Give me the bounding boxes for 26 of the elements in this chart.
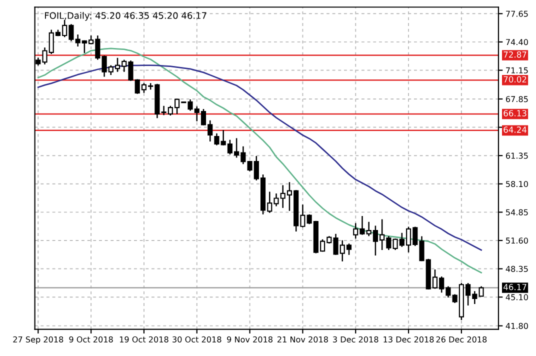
x-tick-label: 21 Nov 2018	[278, 336, 328, 342]
y-tick-label: 45.10	[506, 294, 528, 300]
x-tick-label: 9 Oct 2018	[69, 336, 113, 342]
y-tick-label: 77.65	[506, 10, 528, 17]
y-tick-label: 61.35	[506, 152, 528, 159]
y-tick-label: 54.85	[506, 209, 528, 216]
x-tick-label: 3 Dec 2018	[333, 336, 378, 342]
y-tick-label: 67.85	[506, 96, 528, 102]
ref-line-label: 64.24	[504, 126, 527, 133]
ref-line-label: 46.17	[504, 284, 526, 290]
text: FOIL,Daily: 45.20 46.35 45.20 46.17	[45, 12, 206, 21]
y-tick-label: 48.35	[506, 266, 528, 272]
ref-line-label: 66.13	[504, 110, 526, 116]
y-tick-label: 74.40	[506, 39, 528, 46]
x-tick-label: 19 Oct 2018	[120, 336, 168, 342]
y-tick-label: 51.60	[506, 238, 528, 244]
y-tick-label: 71.15	[506, 67, 528, 74]
x-tick-label: 9 Nov 2018	[227, 336, 272, 342]
x-tick-label: 27 Sep 2018	[13, 336, 64, 344]
x-tick-label: 13 Dec 2018	[384, 336, 434, 342]
x-tick-label: 30 Oct 2018	[172, 336, 222, 342]
x-tick-label: 26 Dec 2018	[436, 336, 487, 342]
ref-line-label: 70.02	[504, 76, 526, 83]
ref-line-label: 72.87	[504, 51, 526, 58]
y-tick-label: 58.10	[506, 180, 528, 188]
y-tick-label: 41.80	[506, 322, 528, 329]
